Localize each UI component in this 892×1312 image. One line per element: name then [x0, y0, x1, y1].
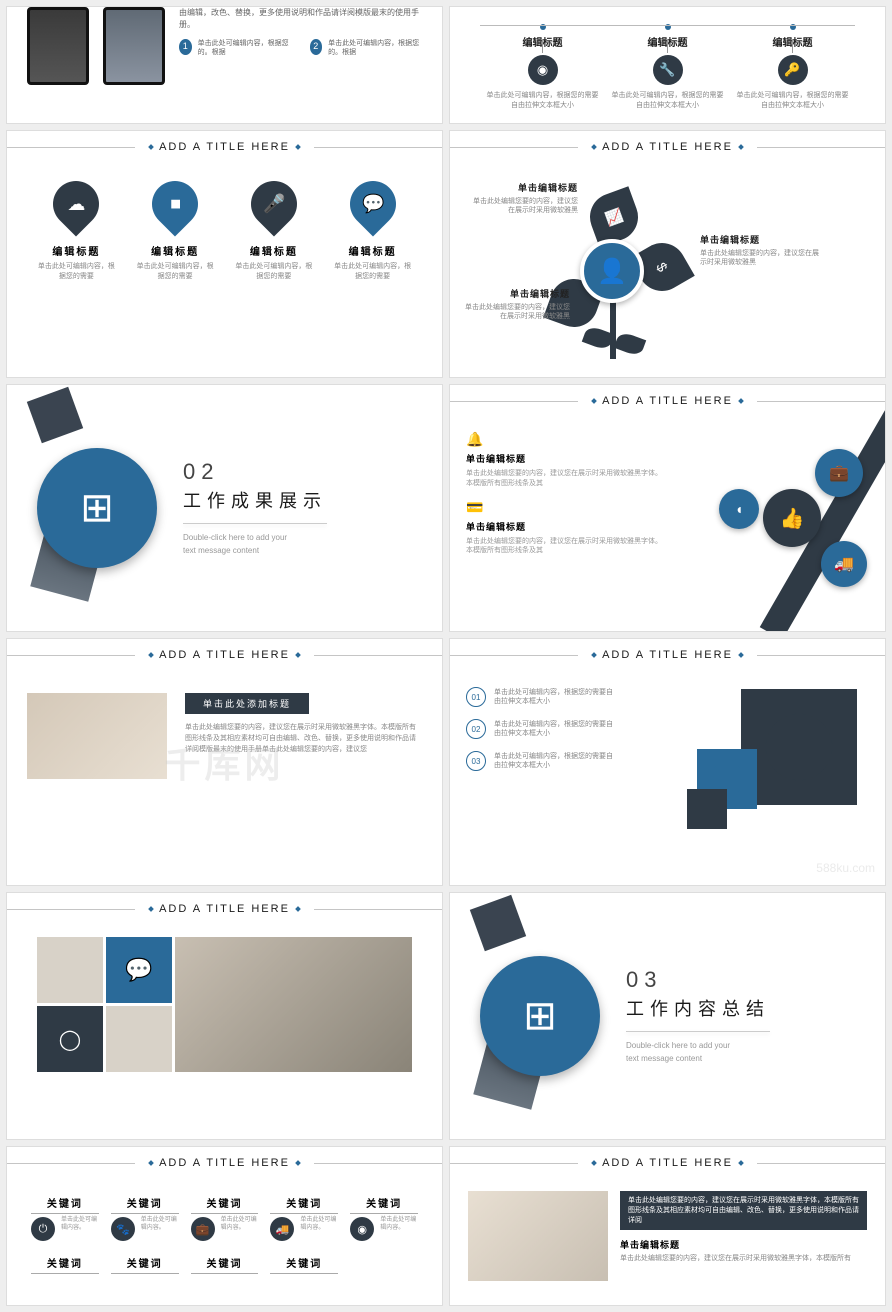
key-icon: 🔑: [778, 55, 808, 85]
flower-label-1: 单击编辑标题单击此处编辑您要的内容，建议您在展示时采用微软雅黑: [468, 183, 578, 215]
photo-cell-big: [175, 937, 412, 1072]
kw-8: 关键词: [191, 1255, 259, 1277]
pin-2: ■编辑标题单击此处可编辑内容，根据您的需要: [135, 181, 215, 282]
cloud-icon: ☁: [44, 171, 109, 236]
truck-icon: 🚚: [270, 1217, 294, 1241]
briefcase-icon: 💼: [191, 1217, 215, 1241]
section-title: 工作内容总结: [626, 995, 770, 1021]
slide-8: ADD A TITLE HERE 588ku.com 01单击此处可编辑内容，根…: [449, 638, 886, 886]
timeline-pt-1: 编辑标题◉单击此处可编辑内容，根据您的需要自由拉伸文本框大小: [480, 27, 605, 111]
slide-7: ADD A TITLE HERE 千库网 单击此处添加标题 单击此处编辑您要的内…: [6, 638, 443, 886]
s8-row-2: 02单击此处可编辑内容，根据您的需要自由拉伸文本框大小: [466, 719, 616, 739]
paw-icon: 🐾: [111, 1217, 135, 1241]
title-bar: ADD A TITLE HERE: [450, 1147, 885, 1175]
person-icon: 👤: [580, 239, 644, 303]
pin-3: 🎤编辑标题单击此处可编辑内容，根据您的需要: [234, 181, 314, 282]
slide-4: ADD A TITLE HERE 📈 $ 👤 单击编辑标题单击此处编辑您要的内容…: [449, 130, 886, 378]
slideshare-icon: ⊞: [37, 448, 157, 568]
s6-item-1: 🔔单击编辑标题单击此处编辑您要的内容，建议您在展示时采用微软雅黑字体。本模版所有…: [466, 431, 665, 489]
gear-large-icon: [749, 697, 849, 797]
kw-3: 关键词💼单击此处可编辑内容。: [191, 1195, 259, 1241]
dark-text-bar: 单击此处编辑您要的内容，建议您在展示时采用微软雅黑字体，本模版所有图形线条及其相…: [620, 1191, 867, 1230]
kw-1: 关键词⏻单击此处可编辑内容。: [31, 1195, 99, 1241]
flower-stem: [610, 299, 616, 359]
title-bar: ADD A TITLE HERE: [450, 385, 885, 413]
num-circle-2: 2: [310, 39, 323, 55]
phone-mockup-1: [27, 7, 89, 85]
watermark-url: 588ku.com: [816, 861, 875, 875]
circle-cell-icon: ◯: [37, 1006, 103, 1072]
section-num: 02: [183, 459, 327, 485]
kw-2: 关键词🐾单击此处可编辑内容。: [111, 1195, 179, 1241]
briefcase-icon: 💼: [815, 449, 863, 497]
slide1-desc: 由编辑，改色、替换，更多使用说明和作品请详阅模版最末的使用手册。: [179, 7, 422, 31]
chat-cell-icon: 💬: [106, 937, 172, 1003]
kw-9: 关键词: [270, 1255, 338, 1277]
card-icon: 💳: [466, 499, 665, 516]
power-icon: ⏻: [31, 1217, 55, 1241]
slide-5-section: ⊞ 02 工作成果展示 Double-click here to add you…: [6, 384, 443, 632]
s12-heading: 单击编辑标题: [620, 1238, 867, 1251]
leaf-icon: [614, 331, 646, 357]
pin-4: 💬编辑标题单击此处可编辑内容，根据您的需要: [333, 181, 413, 282]
timeline-pt-2: 编辑标题🔧单击此处可编辑内容，根据您的需要自由拉伸文本框大小: [605, 27, 730, 111]
kw-4: 关键词🚚单击此处可编辑内容。: [270, 1195, 338, 1241]
video-icon: ■: [143, 171, 208, 236]
num-item-2: 2单击此处可编辑内容，根据您的。根据: [310, 39, 423, 57]
slide-6: ADD A TITLE HERE 🔔单击编辑标题单击此处编辑您要的内容，建议您在…: [449, 384, 886, 632]
mic-icon: 🎤: [241, 171, 306, 236]
lifebuoy-icon: ◉: [528, 55, 558, 85]
slide-12: ADD A TITLE HERE 单击此处编辑您要的内容，建议您在展示时采用微软…: [449, 1146, 886, 1306]
s8-row-3: 03单击此处可编辑内容，根据您的需要自由拉伸文本框大小: [466, 751, 616, 771]
pacman-icon: ◖: [719, 489, 759, 529]
slide-1: 由编辑，改色、替换，更多使用说明和作品请详阅模版最末的使用手册。 1单击此处可编…: [6, 6, 443, 124]
photo-placeholder: [27, 693, 167, 779]
flower-label-2: 单击编辑标题单击此处编辑您要的内容，建议您在展示时采用微软雅黑: [700, 235, 820, 267]
slide-11: ADD A TITLE HERE 关键词⏻单击此处可编辑内容。 关键词🐾单击此处…: [6, 1146, 443, 1306]
kw-6: 关键词: [31, 1255, 99, 1277]
title-bar: ADD A TITLE HERE: [450, 131, 885, 159]
chat-icon: 💬: [340, 171, 405, 236]
slide-3: ADD A TITLE HERE ☁编辑标题单击此处可编辑内容，根据您的需要 ■…: [6, 130, 443, 378]
heading-bar: 单击此处添加标题: [185, 693, 309, 714]
title-bar: ADD A TITLE HERE: [450, 639, 885, 667]
wrench-icon: 🔧: [653, 55, 683, 85]
flower-label-3: 单击编辑标题单击此处编辑您要的内容，建议您在展示时采用微软雅黑: [460, 289, 570, 321]
thumbsup-icon: 👍: [763, 489, 821, 547]
num-item-1: 1单击此处可编辑内容，根据您的。根据: [179, 39, 292, 57]
phone-mockup-2: [103, 7, 165, 85]
disc-icon: ◉: [350, 1217, 374, 1241]
title-bar: ADD A TITLE HERE: [7, 893, 442, 921]
num-circle-1: 1: [179, 39, 192, 55]
timeline-pt-3: 编辑标题🔑单击此处可编辑内容，根据您的需要自由拉伸文本框大小: [730, 27, 855, 111]
title-bar: ADD A TITLE HERE: [7, 1147, 442, 1175]
slide-grid: 由编辑，改色、替换，更多使用说明和作品请详阅模版最末的使用手册。 1单击此处可编…: [0, 0, 892, 1312]
section-title: 工作成果展示: [183, 487, 327, 513]
section-num: 03: [626, 967, 770, 993]
slide-2: 编辑标题◉单击此处可编辑内容，根据您的需要自由拉伸文本框大小 编辑标题🔧单击此处…: [449, 6, 886, 124]
kw-5: 关键词◉单击此处可编辑内容。: [350, 1195, 418, 1241]
bell-icon: 🔔: [466, 431, 665, 448]
kw-7: 关键词: [111, 1255, 179, 1277]
s8-row-1: 01单击此处可编辑内容，根据您的需要自由拉伸文本框大小: [466, 687, 616, 707]
truck-icon: 🚚: [821, 541, 867, 587]
timeline-line: [480, 25, 855, 26]
photo-cell-2: [106, 1006, 172, 1072]
photo-cell-1: [37, 937, 103, 1003]
pin-1: ☁编辑标题单击此处可编辑内容，根据您的需要: [36, 181, 116, 282]
slideshare-icon: ⊞: [480, 956, 600, 1076]
title-bar: ADD A TITLE HERE: [7, 639, 442, 667]
title-bar: ADD A TITLE HERE: [7, 131, 442, 159]
gear-small-icon: [695, 797, 719, 821]
s6-item-2: 💳单击编辑标题单击此处编辑您要的内容，建议您在展示时采用微软雅黑字体。本模版所有…: [466, 499, 665, 557]
slide-9: ADD A TITLE HERE 💬 ◯: [6, 892, 443, 1140]
slide-10-section: ⊞ 03 工作内容总结 Double-click here to add you…: [449, 892, 886, 1140]
photo-placeholder: [468, 1191, 608, 1281]
